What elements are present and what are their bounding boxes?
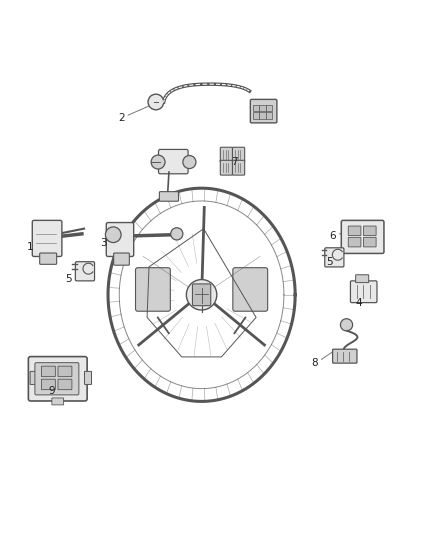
FancyBboxPatch shape: [266, 112, 272, 119]
Circle shape: [186, 279, 217, 310]
FancyBboxPatch shape: [332, 349, 357, 363]
FancyBboxPatch shape: [30, 372, 37, 384]
FancyBboxPatch shape: [52, 398, 64, 405]
Text: 3: 3: [100, 238, 107, 247]
FancyBboxPatch shape: [159, 149, 188, 174]
FancyBboxPatch shape: [233, 268, 268, 311]
FancyBboxPatch shape: [58, 366, 72, 377]
FancyBboxPatch shape: [259, 112, 265, 119]
FancyBboxPatch shape: [159, 192, 179, 201]
FancyBboxPatch shape: [75, 262, 95, 281]
FancyBboxPatch shape: [220, 147, 233, 162]
FancyBboxPatch shape: [341, 220, 384, 254]
FancyBboxPatch shape: [106, 223, 134, 256]
Circle shape: [171, 228, 183, 240]
FancyBboxPatch shape: [192, 284, 211, 305]
Circle shape: [183, 156, 196, 168]
FancyBboxPatch shape: [364, 226, 376, 236]
FancyBboxPatch shape: [233, 160, 245, 175]
FancyBboxPatch shape: [364, 237, 376, 247]
FancyBboxPatch shape: [253, 104, 259, 111]
Circle shape: [151, 155, 165, 169]
FancyBboxPatch shape: [251, 99, 277, 123]
Text: 2: 2: [118, 112, 124, 123]
Circle shape: [340, 319, 353, 331]
Circle shape: [148, 94, 164, 110]
FancyBboxPatch shape: [348, 237, 361, 247]
Text: 5: 5: [327, 257, 333, 267]
FancyBboxPatch shape: [85, 372, 92, 384]
Text: 4: 4: [355, 298, 362, 309]
Text: 6: 6: [329, 231, 336, 241]
FancyBboxPatch shape: [58, 379, 72, 390]
FancyBboxPatch shape: [350, 281, 377, 303]
FancyBboxPatch shape: [42, 379, 55, 390]
FancyBboxPatch shape: [135, 268, 170, 311]
FancyBboxPatch shape: [259, 104, 265, 111]
FancyBboxPatch shape: [266, 104, 272, 111]
Text: 8: 8: [311, 358, 318, 368]
FancyBboxPatch shape: [32, 220, 62, 256]
FancyBboxPatch shape: [42, 366, 55, 377]
Circle shape: [106, 227, 121, 243]
FancyBboxPatch shape: [35, 362, 79, 395]
FancyBboxPatch shape: [220, 160, 233, 175]
FancyBboxPatch shape: [348, 226, 361, 236]
Text: 9: 9: [48, 385, 55, 395]
FancyBboxPatch shape: [233, 147, 245, 162]
Text: 1: 1: [26, 242, 33, 252]
FancyBboxPatch shape: [40, 253, 57, 264]
FancyBboxPatch shape: [114, 253, 129, 265]
Text: 5: 5: [66, 273, 72, 284]
FancyBboxPatch shape: [325, 248, 344, 267]
FancyBboxPatch shape: [253, 112, 259, 119]
FancyBboxPatch shape: [28, 357, 87, 401]
Text: 7: 7: [231, 157, 237, 167]
FancyBboxPatch shape: [356, 275, 369, 282]
